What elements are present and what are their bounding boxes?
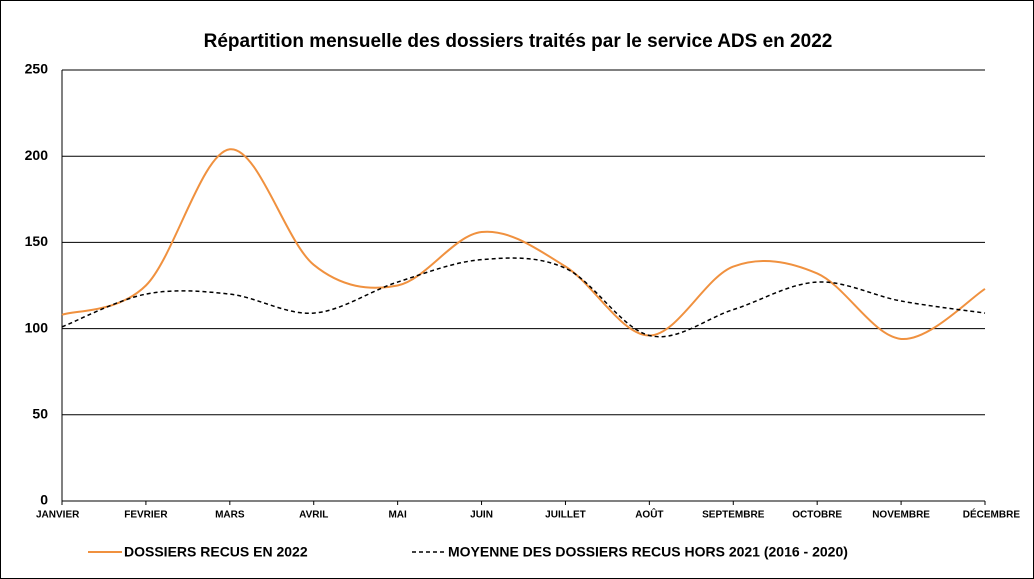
- y-tick-label: 250: [25, 61, 49, 77]
- x-tick-label: JANVIER: [36, 510, 80, 521]
- x-tick-label: JUILLET: [545, 510, 586, 521]
- x-tick-label: OCTOBRE: [792, 510, 842, 521]
- x-tick-label: FEVRIER: [124, 510, 168, 521]
- x-tick-label: MARS: [215, 510, 245, 521]
- series-line: [61, 148, 986, 340]
- x-tick-label: MAI: [388, 510, 407, 521]
- legend-label: MOYENNE DES DOSSIERS RECUS HORS 2021 (20…: [448, 544, 848, 560]
- y-tick-label: 150: [25, 233, 49, 249]
- y-tick-label: 200: [25, 147, 49, 163]
- y-tick-label: 50: [32, 406, 48, 422]
- y-tick-label: 100: [25, 319, 49, 335]
- x-tick-label: NOVEMBRE: [872, 510, 930, 521]
- x-tick-label: JUIN: [470, 510, 493, 521]
- chart-title: Répartition mensuelle des dossiers trait…: [204, 31, 833, 52]
- x-tick-label: AOÛT: [635, 508, 663, 521]
- x-tick-label: SEPTEMBRE: [702, 510, 765, 521]
- x-tick-label: AVRIL: [299, 510, 328, 521]
- x-tick-label: DÉCEMBRE: [963, 508, 1021, 521]
- y-tick-label: 0: [40, 492, 48, 508]
- series-line: [61, 257, 986, 338]
- legend-label: DOSSIERS RECUS EN 2022: [124, 544, 308, 560]
